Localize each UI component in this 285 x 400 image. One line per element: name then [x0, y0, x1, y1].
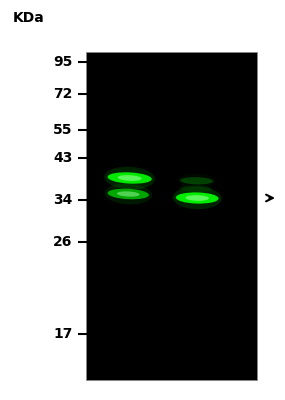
- Text: 26: 26: [53, 235, 73, 249]
- Bar: [86, 52, 256, 380]
- Ellipse shape: [117, 191, 140, 197]
- Ellipse shape: [108, 189, 149, 199]
- Ellipse shape: [117, 175, 142, 181]
- Text: 55: 55: [53, 123, 73, 137]
- Ellipse shape: [104, 167, 155, 189]
- Text: 72: 72: [53, 87, 73, 101]
- Ellipse shape: [173, 187, 222, 209]
- Text: 34: 34: [53, 193, 73, 207]
- Ellipse shape: [180, 177, 213, 184]
- Ellipse shape: [176, 192, 219, 204]
- Ellipse shape: [108, 172, 152, 184]
- Text: 95: 95: [53, 55, 73, 69]
- Ellipse shape: [186, 195, 209, 201]
- Ellipse shape: [178, 182, 214, 195]
- Ellipse shape: [105, 184, 152, 204]
- Text: 43: 43: [53, 151, 73, 165]
- Text: KDa: KDa: [13, 11, 44, 25]
- Ellipse shape: [178, 174, 215, 188]
- Text: A: A: [130, 9, 143, 27]
- Ellipse shape: [180, 186, 212, 192]
- Text: 17: 17: [53, 327, 73, 341]
- Text: B: B: [199, 9, 211, 27]
